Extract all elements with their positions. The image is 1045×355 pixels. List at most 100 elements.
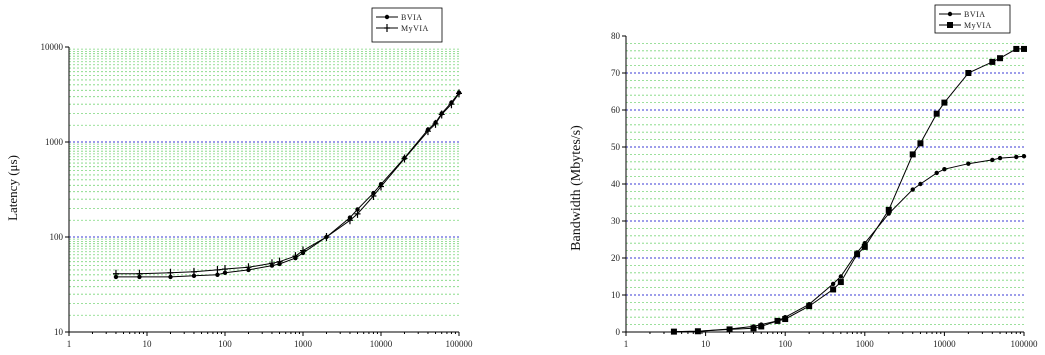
data-point [292,252,299,261]
data-point [378,182,384,191]
data-point [806,303,813,310]
data-point [758,323,765,330]
data-point [276,257,283,266]
data-point [168,274,173,280]
x-tick-label: 10000 [933,339,956,349]
y-tick-label: 1000 [45,137,64,147]
legend-box [934,4,1011,34]
y-tick-label: 0 [616,327,621,337]
legend-label: BVIA [401,13,423,22]
y-tick-label: 40 [611,179,621,189]
y-tick-label: 80 [611,31,621,41]
series-line [116,92,460,278]
y-tick-label: 10 [611,290,621,300]
series-line [673,155,1025,333]
y-tick-label: 20 [611,253,621,263]
data-point [782,316,789,323]
data-point [268,259,275,268]
data-point [1013,45,1020,52]
legend-swatch-marker [384,14,390,20]
data-point [214,265,221,274]
data-point [933,110,940,117]
data-point [942,167,947,172]
x-tick-label: 1 [624,339,629,349]
data-point [941,99,948,106]
data-point [997,155,1003,161]
data-point [1014,154,1019,160]
y-axis-title: Latency (μs) [5,155,20,221]
data-point [456,89,462,98]
x-tick-label: 10000 [370,339,393,349]
grid [626,43,1024,326]
legend-label: BVIA [964,10,986,19]
series-line [116,93,460,275]
x-tick-label: 1000 [294,339,313,349]
y-tick-label: 30 [611,216,621,226]
legend-swatch-marker [947,22,953,28]
y-tick-label: 50 [611,142,621,152]
data-point [401,154,408,163]
x-tick-label: 100000 [1011,339,1039,349]
data-point [323,233,330,241]
data-point [215,272,220,278]
data-point [300,246,306,255]
data-point [965,70,972,76]
data-point [854,251,861,258]
data-point [245,263,252,272]
data-point [909,151,916,158]
x-tick-label: 1 [67,339,72,349]
chart-1: 1 10 100 1000 10000 10000010100100010000Laten… [5,7,474,349]
legend-label: MyVIA [964,21,992,30]
data-point [910,187,915,192]
data-point [997,55,1004,62]
data-point [990,157,995,163]
y-tick-label: 60 [611,105,621,115]
data-point [885,206,892,213]
data-point [222,265,228,274]
x-tick-label: 100 [778,339,792,349]
data-point [190,267,197,276]
x-tick-label: 100 [218,339,232,349]
legend: BVIA MyVIA [934,4,1011,34]
data-point [838,274,844,279]
y-axis-title: Bandwidth (Mbytes/s) [569,125,584,251]
series-myvia [670,45,1027,335]
data-point [861,243,868,250]
data-point [830,281,836,287]
data-point [774,317,781,324]
y-tick-label: 10 [54,327,64,337]
data-point [1021,45,1027,52]
data-point [694,328,701,335]
legend-box [371,7,443,43]
x-tick-label: 10 [701,339,711,349]
x-tick-label: 1000 [856,339,875,349]
legend-swatch-marker [947,11,953,17]
data-point [432,119,439,128]
data-point [191,273,197,279]
data-point [370,192,377,201]
data-point [355,207,360,212]
data-point [438,110,445,119]
data-point [917,140,924,147]
data-point [670,328,677,335]
data-point [934,170,939,176]
legend-swatch-marker [384,24,390,32]
data-point [346,216,353,225]
series-bvia [113,90,462,280]
data-point [448,100,455,109]
y-tick-label: 70 [611,68,621,78]
legend: BVIA MyVIA [371,7,443,43]
data-point [167,268,174,277]
data-point [112,269,119,278]
data-point [726,326,733,333]
data-point [1021,154,1027,159]
x-tick-label: 10 [143,339,153,349]
y-tick-label: 100 [50,232,64,242]
x-tick-label: 100000 [446,339,474,349]
chart-2: 1 10 100 1000 10000 100000 0 10 20 30 40 50 60 70 80 Ba… [569,4,1039,349]
y-tick-label: 10000 [41,42,64,52]
series-myvia [112,89,462,278]
series-line [673,48,1024,333]
